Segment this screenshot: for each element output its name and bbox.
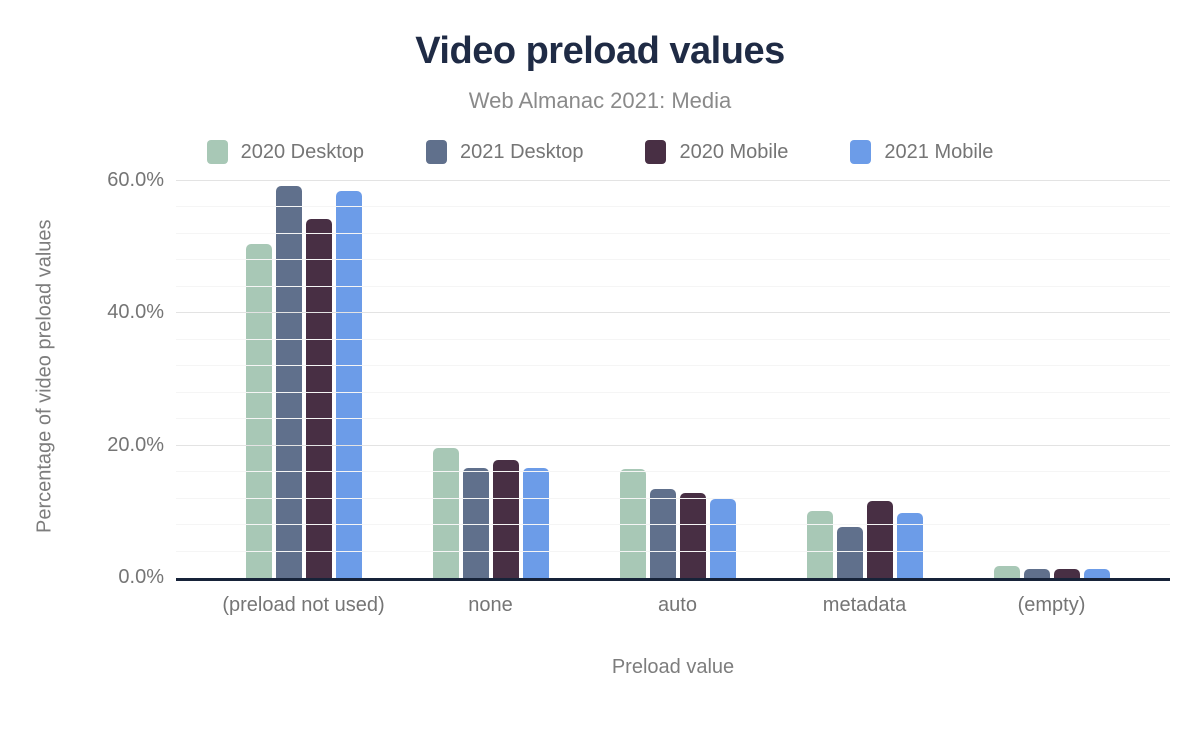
y-axis-tick-label: 20.0% xyxy=(107,433,164,456)
bar-group xyxy=(771,171,958,578)
bar xyxy=(305,219,332,578)
bar-chart: Percentage of video preload values 0.0% 2… xyxy=(0,164,1200,716)
bar xyxy=(896,513,923,578)
bar-group xyxy=(584,171,771,578)
legend-swatch-icon xyxy=(206,140,228,164)
x-axis-tick-labels: (preload not used) none auto metadata (empty… xyxy=(210,594,1145,617)
legend-item: 2021 Mobile xyxy=(850,140,993,164)
bar xyxy=(836,527,863,578)
bar xyxy=(649,489,676,578)
x-axis-tick-label: (preload not used) xyxy=(222,594,385,616)
minor-gridline xyxy=(176,524,1170,526)
x-axis-tick-label: metadata xyxy=(822,594,907,616)
bar xyxy=(492,459,519,578)
legend: 2020 Desktop 2021 Desktop 2020 Mobile 2021 … xyxy=(0,140,1200,164)
legend-swatch-icon xyxy=(645,140,667,164)
legend-swatch-icon xyxy=(850,140,872,164)
major-gridline xyxy=(176,312,1170,314)
bar-group xyxy=(397,171,584,578)
bar xyxy=(1083,568,1110,578)
x-axis-tick-label: none xyxy=(468,594,513,616)
legend-swatch-icon xyxy=(426,140,448,164)
minor-gridline xyxy=(176,232,1170,234)
y-axis-title: Percentage of video preload values xyxy=(33,219,56,533)
minor-gridline xyxy=(176,259,1170,261)
bar xyxy=(619,469,646,578)
major-gridline xyxy=(176,179,1170,181)
plot-area: 0.0% 20.0% 40.0% 60.0% xyxy=(107,169,1170,588)
bar xyxy=(462,468,489,578)
x-axis-tick-label: auto xyxy=(658,594,697,616)
y-axis-tick-label: 0.0% xyxy=(118,566,164,588)
bar xyxy=(866,501,893,578)
legend-item: 2020 Mobile xyxy=(645,140,788,164)
bar xyxy=(432,447,459,578)
bar-group xyxy=(958,171,1145,578)
bar xyxy=(245,243,272,578)
minor-gridline xyxy=(176,338,1170,340)
x-axis-title: Preload value xyxy=(611,656,735,678)
bar xyxy=(993,566,1020,578)
bar xyxy=(522,468,549,578)
legend-label: 2020 Mobile xyxy=(679,140,789,163)
bar xyxy=(709,499,736,578)
minor-gridline xyxy=(176,471,1170,473)
bar xyxy=(335,190,362,578)
legend-label: 2021 Mobile xyxy=(884,140,994,163)
minor-gridline xyxy=(176,550,1170,552)
legend-label: 2020 Desktop xyxy=(240,140,365,163)
page-title: Video preload values xyxy=(415,30,785,72)
major-gridline xyxy=(176,444,1170,446)
legend-label: 2021 Desktop xyxy=(460,140,584,163)
bar xyxy=(275,186,302,578)
minor-gridline xyxy=(176,285,1170,287)
legend-item: 2020 Desktop xyxy=(206,140,365,164)
bar xyxy=(1053,568,1080,578)
minor-gridline xyxy=(176,418,1170,420)
bar xyxy=(806,511,833,578)
bar-group xyxy=(210,171,397,578)
page-subtitle: Web Almanac 2021: Media xyxy=(468,88,732,113)
y-axis-tick-label: 40.0% xyxy=(107,301,164,324)
y-axis-tick-label: 60.0% xyxy=(107,168,164,191)
minor-gridline xyxy=(176,391,1170,393)
minor-gridline xyxy=(176,206,1170,208)
bar xyxy=(679,493,706,578)
minor-gridline xyxy=(176,497,1170,499)
bar xyxy=(1023,568,1050,578)
x-axis-tick-label: (empty) xyxy=(1017,594,1086,616)
bar-groups xyxy=(210,171,1145,578)
minor-gridline xyxy=(176,365,1170,367)
legend-item: 2021 Desktop xyxy=(426,140,583,164)
